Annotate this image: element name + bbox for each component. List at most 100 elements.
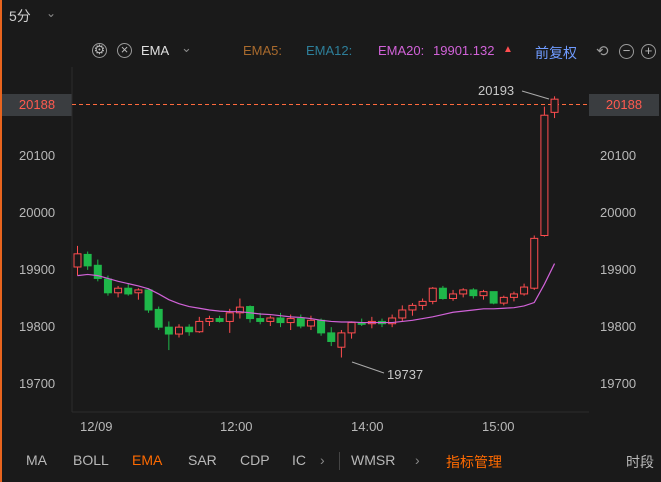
low-annotation: 19737	[387, 367, 424, 382]
chevron-right-icon[interactable]: ›	[320, 452, 325, 468]
candle	[428, 287, 437, 305]
candle-body	[449, 293, 458, 300]
candle	[134, 288, 143, 300]
candle-body	[144, 289, 153, 311]
candle-body	[459, 289, 468, 295]
candle-body	[509, 293, 518, 298]
candle	[185, 324, 194, 336]
settings-icon[interactable]: ⚙	[92, 42, 107, 58]
candle-body	[418, 300, 427, 306]
adjust-button[interactable]: 前复权	[535, 45, 577, 61]
candle-body	[550, 98, 559, 113]
tab-sar[interactable]: SAR	[188, 452, 217, 468]
ema5-label: EMA5:	[243, 43, 283, 58]
y-tick-right: 19700	[600, 376, 637, 391]
tab-ma[interactable]: MA	[26, 452, 47, 468]
candle	[235, 298, 244, 319]
candle-body	[520, 286, 529, 295]
candle	[489, 291, 498, 305]
candle	[469, 288, 478, 299]
candle-body	[499, 296, 508, 304]
candle	[499, 295, 508, 306]
candle	[479, 289, 488, 300]
y-tick-left: 20100	[19, 148, 56, 163]
candle-body	[438, 287, 447, 300]
y-tick-left: 19900	[19, 262, 56, 277]
candle	[540, 106, 549, 237]
candle-body	[124, 287, 133, 295]
tab-boll[interactable]: BOLL	[73, 452, 109, 468]
y-tick-left: 20000	[19, 205, 56, 220]
candle-body	[215, 318, 224, 322]
x-tick: 12:00	[220, 419, 253, 434]
candle-body	[276, 317, 285, 324]
tab-ema[interactable]: EMA	[132, 452, 163, 468]
candle-body	[469, 289, 478, 297]
candle-body	[103, 278, 112, 294]
candle-body	[479, 291, 488, 297]
x-tick: 15:00	[482, 419, 515, 434]
candle-body	[398, 309, 407, 319]
candle-body	[266, 317, 275, 322]
chevron-right-icon[interactable]: ›	[415, 452, 420, 468]
tab-wmsr[interactable]: WMSR	[351, 452, 396, 468]
candle-body	[225, 312, 234, 322]
candle-body	[164, 326, 173, 335]
candle-body	[408, 304, 417, 311]
candle-body	[428, 287, 437, 302]
candle-body	[175, 326, 183, 335]
candle-body	[317, 319, 326, 334]
candle	[550, 96, 559, 119]
candle	[388, 314, 397, 328]
undo-icon[interactable]: ⟲	[596, 43, 609, 60]
candle-body	[337, 332, 346, 348]
x-tick: 12/09	[80, 419, 113, 434]
ema12-label: EMA12:	[306, 43, 353, 58]
zoom-out-icon[interactable]: −	[619, 44, 634, 59]
candle	[175, 324, 183, 338]
candle	[205, 315, 214, 327]
candle	[114, 285, 123, 298]
y-tick-right: 20000	[600, 205, 637, 220]
close-icon[interactable]: ×	[117, 43, 132, 58]
candle	[296, 314, 305, 329]
candle	[154, 306, 163, 331]
ema20-label: EMA20:	[378, 43, 425, 58]
chevron-down-icon[interactable]: ⌄	[46, 6, 57, 20]
zoom-in-icon[interactable]: +	[641, 44, 656, 59]
timeframe-selector[interactable]: 5分	[9, 8, 31, 24]
candle	[124, 283, 133, 296]
y-tick-left: 19700	[19, 376, 56, 391]
indicator-manage-button[interactable]: 指标管理	[446, 454, 502, 470]
candle	[398, 305, 407, 322]
candle-body	[540, 114, 549, 237]
candle-body	[114, 287, 123, 294]
tab-cdp[interactable]: CDP	[240, 452, 270, 468]
chevron-down-icon[interactable]: ⌄	[181, 40, 192, 55]
session-button[interactable]: 时段	[626, 454, 654, 470]
up-arrow-icon: ▲	[503, 44, 513, 55]
y-tick-right: 19800	[600, 319, 637, 334]
candle	[530, 235, 539, 290]
indicator-name[interactable]: EMA	[141, 43, 170, 58]
candle-body	[327, 332, 336, 342]
low-leader-line	[351, 361, 385, 374]
candle-body	[73, 253, 82, 268]
candle-body	[286, 318, 295, 324]
candle-body	[256, 318, 265, 322]
candle	[215, 315, 224, 323]
y-tick-left: 19800	[19, 319, 56, 334]
tab-ic[interactable]: IC	[292, 452, 306, 468]
price-marker-left: 20188	[2, 94, 72, 116]
high-annotation: 20193	[478, 83, 515, 98]
high-leader-line	[521, 90, 550, 100]
candle	[347, 321, 356, 339]
candle	[438, 285, 447, 300]
candle	[256, 312, 265, 325]
y-tick-right: 19900	[600, 262, 637, 277]
candle-body	[530, 237, 539, 289]
candle-body	[154, 308, 163, 328]
candle	[83, 251, 92, 270]
candle-body	[296, 318, 305, 327]
